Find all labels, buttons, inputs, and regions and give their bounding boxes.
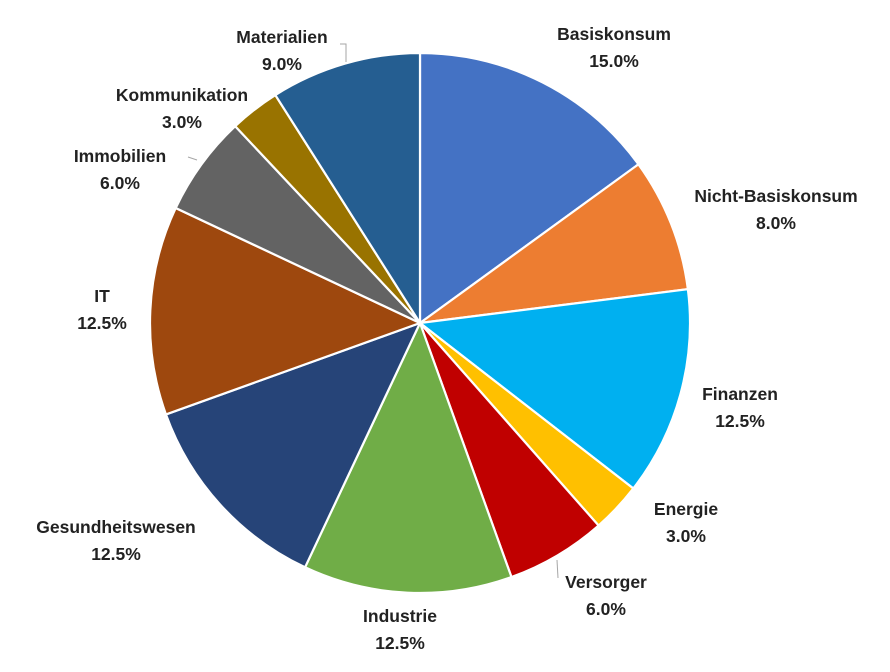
value-label-nicht-basiskonsum: 8.0% (756, 213, 796, 233)
value-label-kommunikation: 3.0% (162, 112, 202, 132)
value-label-immobilien: 6.0% (100, 173, 140, 193)
category-label-finanzen: Finanzen (702, 384, 778, 404)
pie-slice-it (148, 206, 423, 416)
category-label-it: IT (94, 286, 110, 306)
category-label-versorger: Versorger (565, 572, 647, 592)
value-label-finanzen: 12.5% (715, 411, 765, 431)
value-label-gesundheitswesen: 12.5% (91, 544, 141, 564)
category-label-gesundheitswesen: Gesundheitswesen (36, 517, 196, 537)
category-label-industrie: Industrie (363, 606, 437, 626)
pie-slice-gesundheitswesen (164, 321, 423, 569)
value-label-it: 12.5% (77, 313, 127, 333)
pie-slice-finanzen (417, 287, 692, 491)
value-label-materialien: 9.0% (262, 54, 302, 74)
leader-line-immobilien (187, 156, 198, 161)
value-label-versorger: 6.0% (586, 599, 626, 619)
value-label-industrie: 12.5% (375, 633, 425, 653)
pie-slice-industrie (303, 320, 513, 595)
category-label-materialien: Materialien (236, 27, 327, 47)
category-label-immobilien: Immobilien (74, 146, 166, 166)
category-label-basiskonsum: Basiskonsum (557, 24, 671, 44)
value-label-basiskonsum: 15.0% (589, 51, 639, 71)
value-label-energie: 3.0% (666, 526, 706, 546)
category-label-kommunikation: Kommunikation (116, 85, 248, 105)
leader-line-versorger (556, 559, 559, 579)
category-label-nicht-basiskonsum: Nicht-Basiskonsum (694, 186, 857, 206)
pie-slice-nicht-basiskonsum (419, 162, 690, 325)
pie-slice-basiskonsum (418, 51, 640, 326)
leader-line-materialien (340, 43, 347, 62)
category-label-energie: Energie (654, 499, 718, 519)
pie-slice-materialien (273, 51, 422, 327)
